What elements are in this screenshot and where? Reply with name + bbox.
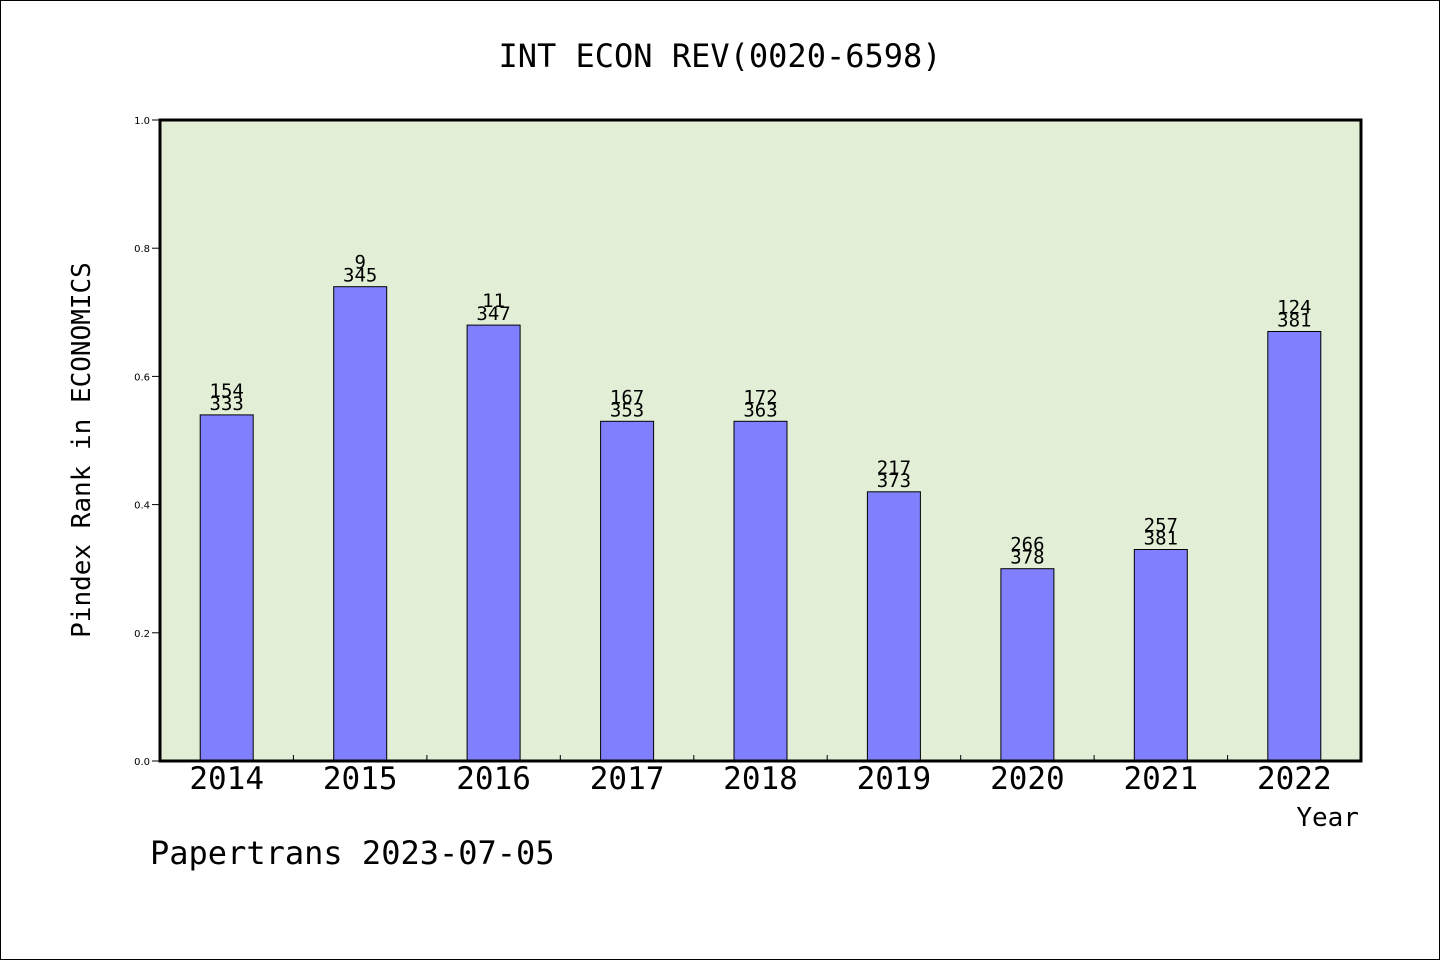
bar-2016 <box>466 324 521 762</box>
x-tick-label-2017: 2017 <box>590 761 665 797</box>
plot-border <box>158 118 1363 763</box>
rank-label-2017: 167 <box>610 386 644 408</box>
bar-2022 <box>1267 331 1322 762</box>
total-label-2020: 378 <box>1010 547 1044 569</box>
bars-group <box>199 286 1322 762</box>
rank-label-2015: 9 <box>354 252 365 274</box>
x-tick-label-2022: 2022 <box>1257 761 1332 797</box>
rank-label-2018: 172 <box>743 386 777 408</box>
total-label-2015: 345 <box>343 265 377 287</box>
y-tick-label-1.0: 1.0 <box>134 116 150 127</box>
bar-2020 <box>1000 568 1055 762</box>
chart-title: INT ECON REV(0020-6598) <box>498 37 941 75</box>
y-tick-label-0.6: 0.6 <box>134 372 150 383</box>
total-label-2014: 333 <box>210 393 244 415</box>
y-axis: 0.0 0.2 0.4 0.6 0.8 1.0 <box>134 116 160 768</box>
total-label-2019: 373 <box>877 470 911 492</box>
y-tick-label-0.2: 0.2 <box>134 629 150 640</box>
total-label-2018: 363 <box>743 399 777 421</box>
x-tick-label-2020: 2020 <box>990 761 1065 797</box>
footer-text: Papertrans 2023-07-05 <box>150 834 555 872</box>
bar-2017 <box>600 420 655 762</box>
rank-label-2021: 257 <box>1144 515 1178 537</box>
bar-2019 <box>866 491 921 762</box>
y-tick-label-0.8: 0.8 <box>134 244 150 255</box>
bar-2014 <box>199 414 254 762</box>
rank-label-2014: 154 <box>210 380 244 402</box>
x-tick-label-2018: 2018 <box>723 761 798 797</box>
x-tick-label-2016: 2016 <box>456 761 531 797</box>
rank-label-2020: 266 <box>1010 534 1044 556</box>
x-tick-label-2021: 2021 <box>1123 761 1198 797</box>
x-axis-label: Year <box>1296 803 1359 833</box>
bar-2021 <box>1133 549 1188 762</box>
y-axis-label: Pindex Rank in ECONOMICS <box>67 262 97 638</box>
rank-label-2019: 217 <box>877 457 911 479</box>
total-label-2021: 381 <box>1144 528 1178 550</box>
rank-label-2016: 11 <box>482 290 505 312</box>
bar-2015 <box>333 286 388 762</box>
rank-label-2022: 124 <box>1277 297 1311 319</box>
x-tick-label-2019: 2019 <box>857 761 932 797</box>
y-tick-label-0.0: 0.0 <box>134 757 150 768</box>
x-tick-label-2015: 2015 <box>323 761 398 797</box>
x-tick-label-2014: 2014 <box>189 761 264 797</box>
x-axis: 2014 2015 2016 2017 2018 2019 2020 2021 2022 <box>189 755 1332 797</box>
bar-2018 <box>733 420 788 762</box>
total-label-2016: 347 <box>476 303 510 325</box>
y-tick-label-0.4: 0.4 <box>134 501 150 512</box>
total-label-2022: 381 <box>1277 310 1311 332</box>
total-label-2017: 353 <box>610 399 644 421</box>
